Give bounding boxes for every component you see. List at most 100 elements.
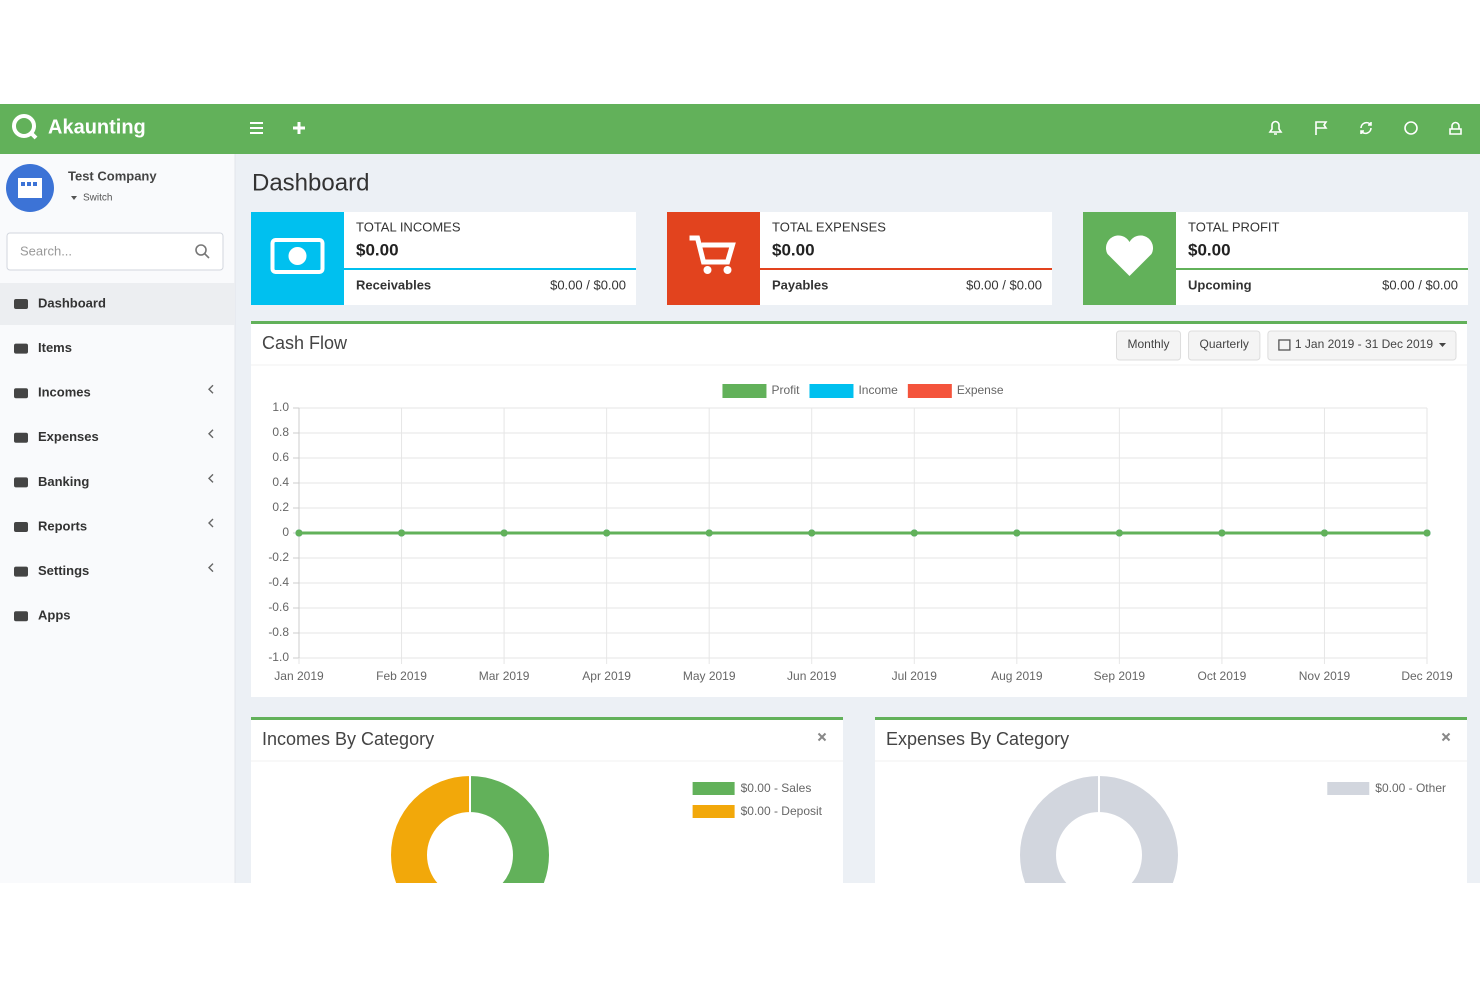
legend-swatch — [722, 384, 767, 398]
menu-chevron — [208, 429, 214, 439]
x-tick-label: Jul 2019 — [892, 669, 938, 683]
legend: Profit Income Expense — [722, 383, 1004, 398]
filter-button[interactable]: Monthly — [1116, 330, 1182, 361]
pie-slice — [1018, 774, 1180, 883]
data-point — [398, 529, 406, 537]
legend-label: Expense — [957, 383, 1004, 397]
data-point — [705, 529, 713, 537]
menu-chevron — [208, 518, 214, 528]
cart-icon — [723, 266, 732, 274]
pie-slice — [389, 773, 471, 883]
card-label: TOTAL PROFIT — [1188, 219, 1280, 234]
menu-item[interactable]: Dashboard — [38, 295, 106, 310]
menu-chevron — [208, 473, 214, 483]
panel-close[interactable] — [1441, 732, 1451, 742]
data-point — [1423, 529, 1431, 537]
panel-top-border — [875, 717, 1467, 720]
pie-slice — [469, 773, 551, 883]
menu-icon — [14, 299, 28, 309]
legend: $0.00 - Other — [1327, 781, 1446, 795]
card-amount: $0.00 — [1188, 240, 1231, 259]
button-label[interactable]: Monthly — [1128, 337, 1170, 351]
search-placeholder: Search... — [20, 243, 72, 258]
stat-icon-box — [667, 212, 760, 305]
heart-icon — [1105, 235, 1154, 276]
legend-label: $0.00 - Deposit — [741, 804, 823, 818]
refresh-icon[interactable] — [1360, 121, 1372, 135]
panel-top-border — [251, 717, 843, 720]
menu-item[interactable]: Items — [38, 340, 72, 355]
legend-swatch — [907, 384, 952, 398]
filter-button[interactable]: Quarterly — [1188, 330, 1261, 361]
x-tick-label: Feb 2019 — [376, 669, 427, 683]
data-point — [500, 529, 508, 537]
active-menu-background — [0, 283, 235, 325]
menu-chevron — [208, 384, 214, 394]
help-icon[interactable] — [1404, 121, 1418, 135]
y-tick-label: -0.4 — [268, 575, 289, 589]
legend-label: $0.00 - Sales — [741, 781, 812, 795]
legend: $0.00 - Sales $0.00 - Deposit — [692, 781, 823, 818]
menu-item[interactable]: Settings — [38, 563, 89, 578]
avatar-building — [18, 178, 42, 198]
menu-item[interactable]: Reports — [38, 518, 87, 533]
calendar-icon — [1278, 339, 1291, 351]
x-tick-label: Jun 2019 — [787, 669, 837, 683]
menu-item[interactable]: Apps — [38, 608, 71, 623]
menu-toggle[interactable] — [250, 122, 263, 134]
x-tick-label: Dec 2019 — [1401, 669, 1453, 683]
x-tick-label: Nov 2019 — [1299, 669, 1351, 683]
menu-chevron — [208, 563, 214, 573]
y-tick-label: -0.6 — [268, 600, 289, 614]
card-amount: $0.00 — [772, 240, 815, 259]
card-sub-value: $0.00 / $0.00 — [550, 277, 626, 292]
avatar-window — [33, 182, 37, 186]
menu-item[interactable]: Expenses — [38, 429, 99, 444]
button-label[interactable]: 1 Jan 2019 - 31 Dec 2019 — [1295, 337, 1433, 351]
legend-swatch — [1327, 782, 1370, 795]
caret — [71, 196, 77, 200]
button-box — [1267, 330, 1457, 361]
data-point — [808, 529, 816, 537]
filter-button[interactable]: 1 Jan 2019 - 31 Dec 2019 — [1267, 330, 1457, 361]
legend-swatch — [809, 384, 854, 398]
x-tick-label: Aug 2019 — [991, 669, 1043, 683]
legend-label: $0.00 - Other — [1375, 781, 1446, 795]
y-tick-label: -0.8 — [268, 625, 289, 639]
y-tick-label: 0.6 — [272, 450, 289, 464]
data-point — [295, 529, 303, 537]
notifications-icon[interactable] — [1268, 120, 1283, 135]
cart-icon — [703, 266, 712, 274]
card-sub-label: Upcoming — [1188, 277, 1252, 292]
menu-item[interactable]: Incomes — [38, 385, 91, 400]
legend-swatch — [692, 782, 735, 795]
add-button[interactable] — [293, 122, 305, 134]
y-tick-label: 0.4 — [272, 475, 289, 489]
y-tick-label: 0.2 — [272, 500, 289, 514]
card-sub-value: $0.00 / $0.00 — [1382, 277, 1458, 292]
sidebar — [0, 154, 235, 883]
card-sub-value: $0.00 / $0.00 — [966, 277, 1042, 292]
search-box[interactable] — [6, 232, 224, 271]
user-icon[interactable] — [1449, 121, 1462, 135]
brand[interactable]: Akaunting — [48, 116, 146, 138]
button-box — [1116, 330, 1182, 361]
x-tick-label: May 2019 — [683, 669, 736, 683]
data-point — [1115, 529, 1123, 537]
menu-icon — [14, 611, 28, 622]
menu-icon — [14, 343, 28, 354]
logo[interactable]: Akaunting — [12, 114, 146, 140]
menu-item[interactable]: Banking — [38, 474, 89, 489]
avatar-window — [27, 182, 31, 186]
panel-close[interactable] — [817, 732, 827, 742]
card-sub-label: Payables — [772, 277, 828, 292]
switch-link[interactable]: Switch — [83, 193, 112, 204]
data-point — [1218, 529, 1226, 537]
menu-icon — [14, 388, 28, 399]
legend-label: Profit — [771, 383, 800, 397]
flag-icon[interactable] — [1315, 121, 1328, 135]
page-title: Dashboard — [252, 169, 369, 196]
y-tick-label: -1.0 — [268, 650, 289, 664]
avatar-window — [21, 182, 25, 186]
button-label[interactable]: Quarterly — [1200, 337, 1249, 351]
